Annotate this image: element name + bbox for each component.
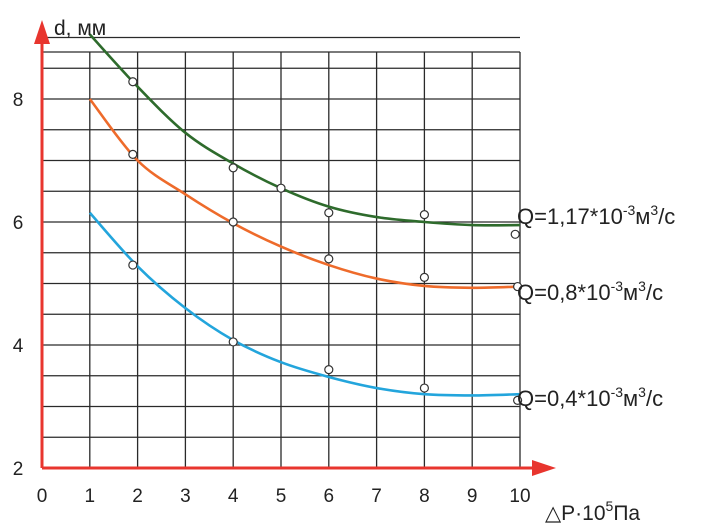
x-tick-label-3: 3 bbox=[180, 486, 191, 507]
x-tick-label-6: 6 bbox=[324, 486, 335, 507]
tick-labels: 0 1 2 3 4 5 6 7 8 9 10 2 4 6 8 bbox=[13, 90, 531, 507]
series-label-2-tail: /с bbox=[646, 386, 663, 411]
series-label-0-tail: /с bbox=[658, 204, 675, 229]
series-label-0-e: -3 bbox=[623, 202, 636, 218]
series-curves bbox=[88, 33, 521, 397]
x-tick-label-4: 4 bbox=[228, 486, 239, 507]
series-label-2-m: м bbox=[623, 386, 638, 411]
series-label-2-e2: 3 bbox=[638, 384, 646, 400]
data-point-s0-1 bbox=[228, 163, 238, 173]
data-point-s2-4 bbox=[513, 395, 523, 405]
series-label-2-a: Q=0,4*10 bbox=[517, 386, 611, 411]
data-point-s0-4 bbox=[419, 210, 429, 220]
series-labels: Q=1,17*10-3м3/сQ=0,8*10-3м3/сQ=0,4*10-3м… bbox=[517, 202, 675, 411]
data-point-s0-2 bbox=[276, 183, 286, 193]
y-tick-label-3: 8 bbox=[13, 90, 24, 111]
x-tick-label-9: 9 bbox=[467, 486, 478, 507]
y-tick-label-0: 2 bbox=[13, 459, 24, 480]
series-label-1-a: Q=0,8*10 bbox=[517, 280, 611, 305]
x-tick-label-7: 7 bbox=[371, 486, 382, 507]
data-markers bbox=[128, 77, 523, 405]
data-point-s2-3 bbox=[419, 383, 429, 393]
series-label-2: Q=0,4*10-3м3/с bbox=[517, 384, 663, 411]
data-point-s2-1 bbox=[228, 337, 238, 347]
series-line-1 bbox=[88, 98, 521, 290]
series-line-0 bbox=[88, 33, 521, 227]
series-label-1-e: -3 bbox=[611, 278, 624, 294]
x-axis-label: △P·105Па bbox=[545, 498, 640, 525]
data-point-s0-3 bbox=[324, 208, 334, 218]
data-point-s1-0 bbox=[128, 149, 138, 159]
y-axis-label: d, мм bbox=[54, 17, 106, 40]
x-tick-label-5: 5 bbox=[276, 486, 287, 507]
x-tick-label-2: 2 bbox=[132, 486, 143, 507]
data-point-s1-2 bbox=[324, 254, 334, 264]
series-label-1-m: м bbox=[623, 280, 638, 305]
data-point-s2-2 bbox=[324, 365, 334, 375]
y-tick-label-2: 6 bbox=[13, 213, 24, 234]
series-label-0-a: Q=1,17*10 bbox=[517, 204, 623, 229]
series-label-1: Q=0,8*10-3м3/с bbox=[517, 278, 663, 305]
series-label-1-tail: /с bbox=[646, 280, 663, 305]
series-label-1-e2: 3 bbox=[638, 278, 646, 294]
x-tick-label-10: 10 bbox=[509, 486, 530, 507]
series-label-2-e: -3 bbox=[611, 384, 624, 400]
series-line-2 bbox=[88, 211, 521, 397]
series-label-0-m: м bbox=[635, 204, 650, 229]
x-axis-label-unit: Па bbox=[613, 502, 640, 525]
axes bbox=[34, 20, 556, 476]
series-label-0: Q=1,17*10-3м3/с bbox=[517, 202, 675, 229]
x-tick-label-1: 1 bbox=[85, 486, 96, 507]
data-point-s1-4 bbox=[513, 281, 523, 292]
data-point-s0-0 bbox=[128, 77, 138, 87]
x-axis-arrow bbox=[532, 460, 556, 476]
x-tick-label-8: 8 bbox=[419, 486, 430, 507]
y-axis-arrow bbox=[34, 20, 50, 44]
grid bbox=[42, 36, 521, 468]
data-point-s1-3 bbox=[419, 272, 429, 282]
x-tick-label-0: 0 bbox=[37, 486, 48, 507]
data-point-s1-1 bbox=[228, 217, 238, 227]
x-axis-label-main: △P·10 bbox=[545, 502, 606, 525]
data-point-s0-5 bbox=[510, 229, 520, 239]
x-axis-label-exponent: 5 bbox=[606, 498, 614, 514]
data-point-s2-0 bbox=[128, 260, 138, 270]
y-tick-label-1: 4 bbox=[13, 336, 24, 357]
series-label-0-e2: 3 bbox=[650, 202, 658, 218]
